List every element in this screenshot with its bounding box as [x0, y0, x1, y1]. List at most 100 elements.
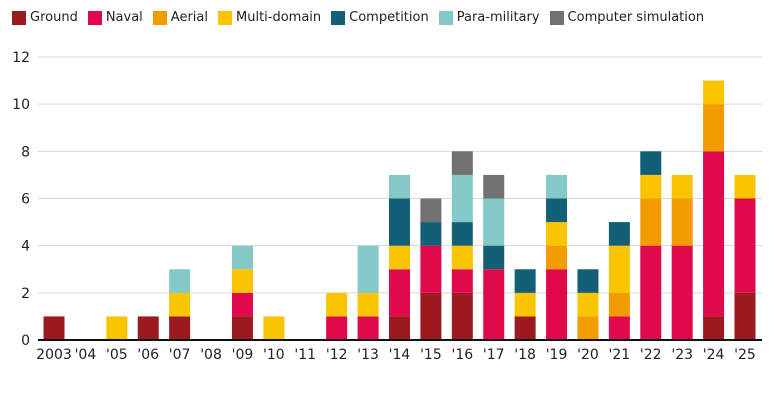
- legend-item: Competition: [331, 10, 429, 25]
- bar-segment-ground: [451, 292, 473, 340]
- x-tick-label: 2003: [36, 347, 72, 363]
- x-tick-label: '10: [263, 347, 285, 363]
- bar-segment-ground: [734, 292, 756, 340]
- x-tick-label: '07: [169, 347, 191, 363]
- x-tick-label: '20: [577, 347, 599, 363]
- legend-swatch: [12, 10, 26, 25]
- legend-swatch: [549, 10, 564, 25]
- x-tick-label: '25: [734, 347, 756, 363]
- legend-swatch: [218, 10, 232, 25]
- bar-segment-multi-domain: [671, 174, 693, 199]
- legend-item: Aerial: [152, 10, 208, 25]
- bar-segment-competition: [577, 269, 599, 293]
- bar-segment-competition: [640, 151, 662, 175]
- bar-segment-ground: [420, 292, 442, 340]
- x-tick-label: '06: [137, 347, 159, 363]
- legend-label: Para-military: [456, 10, 540, 25]
- bar-segment-para-military: [389, 174, 410, 199]
- x-tick-label: '04: [75, 347, 97, 363]
- bar-segment-multi-domain: [703, 80, 725, 105]
- x-tick-label: '18: [514, 347, 536, 363]
- bar-segment-aerial: [577, 316, 599, 340]
- bar-segment-naval: [608, 316, 630, 340]
- bar-segment-aerial: [608, 292, 630, 317]
- bar-segment-competition: [483, 245, 505, 270]
- bar-segment-multi-domain: [326, 292, 348, 317]
- bar-segment-ground: [514, 316, 536, 340]
- bar-segment-para-military: [451, 174, 473, 223]
- bar-segment-competition: [608, 222, 630, 246]
- y-tick-label: 4: [21, 239, 30, 255]
- x-tick-label: '19: [546, 347, 568, 363]
- bar-segment-multi-domain: [263, 316, 285, 340]
- bar-segment-ground: [231, 316, 253, 340]
- bar-segment-multi-domain: [577, 292, 599, 317]
- bar-segment-ground: [43, 316, 65, 340]
- legend: Ground Naval Aerial Multi-domain Competition…: [12, 10, 704, 25]
- bar-segment-computer-simulation: [420, 198, 442, 223]
- legend-label: Competition: [349, 10, 429, 25]
- x-tick-label: '24: [703, 347, 725, 363]
- x-tick-label: '14: [389, 347, 411, 363]
- x-tick-label: '08: [200, 347, 222, 363]
- y-tick-label: 2: [21, 286, 30, 302]
- bar-segment-multi-domain: [451, 245, 473, 270]
- bar-segment-multi-domain: [734, 174, 756, 199]
- y-tick-label: 12: [12, 50, 30, 66]
- bar-segment-aerial: [671, 198, 693, 246]
- bar-segment-competition: [451, 222, 473, 246]
- bar-segment-computer-simulation: [451, 151, 473, 175]
- bar-segment-multi-domain: [514, 292, 536, 317]
- bar-segment-multi-domain: [106, 316, 128, 340]
- bar-segment-multi-domain: [231, 269, 253, 293]
- bar-segment-naval: [389, 269, 410, 317]
- bar-segment-naval: [734, 198, 756, 293]
- bar-segment-ground: [703, 316, 725, 340]
- bar-segment-competition: [546, 198, 568, 223]
- bar-segment-ground: [389, 316, 410, 340]
- legend-item: Multi-domain: [218, 10, 321, 25]
- legend-label: Aerial: [170, 10, 208, 25]
- x-tick-label: '05: [106, 347, 128, 363]
- bar-segment-para-military: [483, 198, 505, 246]
- bar-segment-ground: [137, 316, 159, 340]
- legend-item: Ground: [12, 10, 78, 25]
- legend-item: Naval: [87, 10, 143, 25]
- bar-segment-competition: [420, 222, 442, 246]
- legend-item: Para-military: [438, 10, 540, 25]
- bar-segment-naval: [231, 292, 253, 317]
- y-tick-label: 0: [21, 333, 30, 349]
- bar-segment-naval: [357, 316, 379, 340]
- x-tick-label: '15: [420, 347, 442, 363]
- legend-label: Computer simulation: [567, 10, 705, 25]
- bar-segment-multi-domain: [546, 222, 568, 246]
- x-tick-label: '11: [294, 347, 316, 363]
- bar-segment-naval: [420, 245, 442, 293]
- bar-segment-multi-domain: [169, 292, 191, 317]
- bar-segment-computer-simulation: [483, 174, 505, 199]
- bar-segment-ground: [169, 316, 191, 340]
- y-tick-label: 8: [21, 144, 30, 160]
- bar-segment-competition: [389, 198, 410, 246]
- bar-segment-naval: [703, 151, 725, 317]
- x-tick-label: '21: [609, 347, 631, 363]
- legend-label: Naval: [105, 10, 143, 25]
- bar-segment-aerial: [640, 198, 662, 246]
- bar-segment-naval: [640, 245, 662, 340]
- x-tick-label: '13: [357, 347, 379, 363]
- bar-segment-para-military: [231, 245, 253, 270]
- bar-segment-multi-domain: [389, 245, 410, 270]
- x-tick-label: '12: [326, 347, 348, 363]
- bar-segment-multi-domain: [608, 245, 630, 293]
- x-tick-label: '22: [640, 347, 662, 363]
- bar-segment-naval: [671, 245, 693, 340]
- bar-segment-para-military: [357, 245, 379, 293]
- bar-segment-para-military: [169, 269, 191, 293]
- legend-label: Multi-domain: [236, 10, 322, 25]
- y-tick-label: 10: [12, 97, 30, 113]
- y-tick-label: 6: [21, 192, 30, 208]
- legend-swatch: [331, 10, 346, 25]
- x-tick-label: '17: [483, 347, 505, 363]
- bar-segment-para-military: [546, 174, 568, 199]
